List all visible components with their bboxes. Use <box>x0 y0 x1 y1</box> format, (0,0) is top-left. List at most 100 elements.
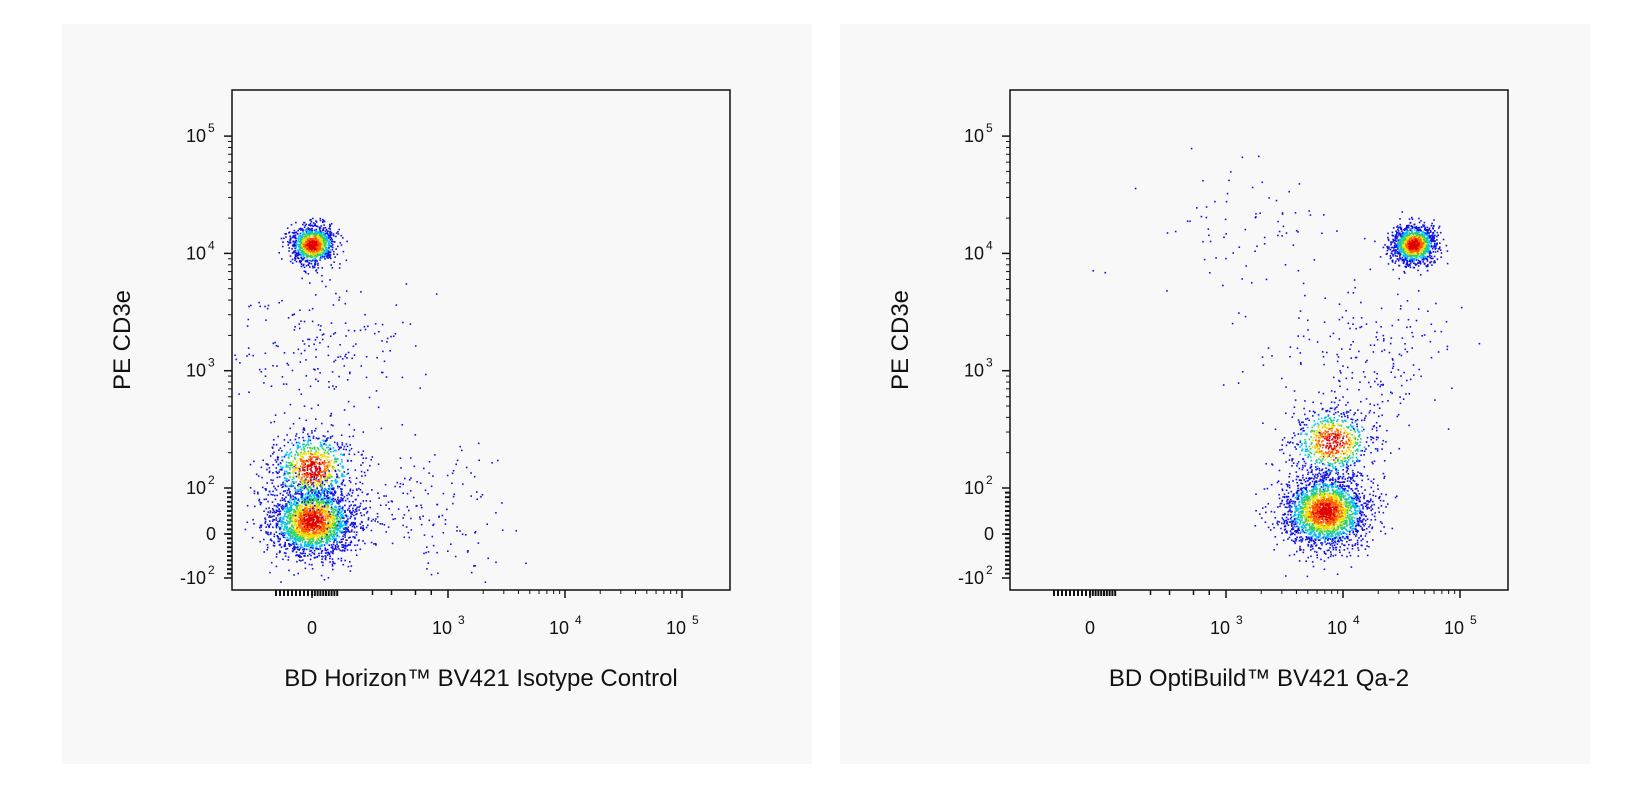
data-point <box>295 497 297 500</box>
data-point <box>303 263 305 266</box>
data-point <box>299 248 301 250</box>
data-point <box>441 514 444 517</box>
data-point <box>352 536 354 538</box>
data-point <box>328 477 331 479</box>
data-point <box>358 509 360 511</box>
data-point <box>324 497 326 500</box>
data-point <box>320 241 323 244</box>
data-point <box>307 531 309 533</box>
data-point <box>321 245 323 248</box>
data-point <box>312 526 314 529</box>
data-point <box>271 520 274 522</box>
data-point <box>284 537 286 539</box>
data-point <box>305 505 308 508</box>
data-point <box>302 509 304 511</box>
data-point <box>362 525 364 527</box>
data-point <box>409 457 412 459</box>
data-point <box>340 507 343 509</box>
data-point <box>287 510 289 513</box>
data-point <box>305 509 308 512</box>
data-point <box>323 244 326 246</box>
data-point <box>295 525 298 527</box>
data-point <box>310 500 312 503</box>
data-point <box>1391 250 1393 253</box>
data-point <box>310 506 313 508</box>
data-point <box>351 521 353 524</box>
data-point <box>266 548 268 551</box>
data-point <box>436 551 438 554</box>
data-point <box>336 480 339 483</box>
data-point <box>319 514 322 516</box>
data-point <box>1396 246 1398 248</box>
data-point <box>305 548 308 551</box>
data-point <box>347 400 350 403</box>
data-point <box>302 431 304 434</box>
data-point <box>312 437 315 439</box>
data-point <box>316 534 319 537</box>
data-point <box>317 532 319 534</box>
data-point <box>333 508 335 510</box>
data-point <box>275 517 277 519</box>
data-point <box>314 526 317 528</box>
data-point <box>356 525 358 528</box>
data-point <box>345 527 348 530</box>
data-point <box>272 509 275 511</box>
data-point <box>297 490 299 493</box>
data-point <box>325 455 327 458</box>
data-point <box>387 501 390 503</box>
data-point <box>284 510 286 512</box>
data-point <box>301 533 304 535</box>
data-point <box>337 557 340 560</box>
data-point <box>326 541 329 543</box>
data-point <box>367 517 370 519</box>
data-point <box>319 522 322 525</box>
data-point <box>286 227 289 229</box>
data-point <box>294 496 297 499</box>
data-point <box>304 224 307 227</box>
data-point <box>325 440 327 443</box>
data-point <box>281 299 283 302</box>
data-point <box>327 461 330 464</box>
data-point <box>314 492 316 495</box>
data-point <box>296 554 299 556</box>
data-point <box>299 504 301 506</box>
data-point <box>416 481 418 483</box>
data-point <box>319 258 321 261</box>
data-point <box>267 531 269 534</box>
data-point <box>319 441 322 444</box>
data-point <box>348 537 350 539</box>
data-point <box>313 481 315 484</box>
data-point <box>287 508 290 511</box>
data-point <box>299 552 302 554</box>
data-point <box>290 223 293 226</box>
data-point <box>324 528 327 531</box>
data-point <box>1408 224 1410 227</box>
data-point <box>319 469 322 472</box>
data-point <box>394 518 396 520</box>
data-point <box>266 463 269 465</box>
data-point <box>303 270 306 272</box>
data-point <box>324 252 327 254</box>
data-point <box>342 544 344 546</box>
data-point <box>307 541 310 544</box>
data-point <box>265 507 268 510</box>
data-point <box>305 271 307 274</box>
data-point <box>301 539 304 542</box>
data-point <box>311 464 314 466</box>
data-point <box>326 446 328 449</box>
data-point <box>315 228 318 231</box>
data-point <box>345 290 348 292</box>
data-point <box>345 259 348 262</box>
data-point <box>311 473 313 476</box>
data-point <box>308 530 310 532</box>
data-point <box>295 538 298 540</box>
data-point <box>277 456 280 459</box>
data-point <box>306 499 309 502</box>
data-point <box>295 503 297 506</box>
data-point <box>297 530 300 532</box>
data-point <box>370 458 372 461</box>
data-point <box>300 531 302 533</box>
data-point <box>298 528 301 531</box>
data-point <box>326 515 329 518</box>
data-point <box>290 501 292 503</box>
